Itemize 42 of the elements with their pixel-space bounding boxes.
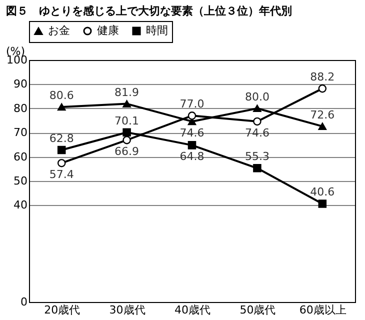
data-label: 62.8 xyxy=(49,132,74,146)
x-tick-label: 20歳代 xyxy=(44,304,80,316)
point xyxy=(188,112,196,120)
x-tick-label: 40歳代 xyxy=(174,304,210,316)
x-tick-label: 60歳以上 xyxy=(299,304,346,316)
point xyxy=(253,164,262,172)
y-tick-label: 90 xyxy=(14,78,28,91)
point xyxy=(122,136,131,144)
chart-title: 図５ ゆとりを感じる上で大切な要素（上位３位）年代別 xyxy=(6,4,292,18)
point xyxy=(122,128,131,136)
legend-label: 健康 xyxy=(97,24,119,37)
point xyxy=(188,141,196,150)
point xyxy=(57,103,66,111)
data-label: 72.6 xyxy=(310,108,335,122)
point xyxy=(318,200,327,208)
data-label: 80.0 xyxy=(244,90,270,104)
data-label: 40.6 xyxy=(310,186,335,199)
point xyxy=(318,84,327,93)
data-label: 66.9 xyxy=(114,145,140,158)
x-tick-label: 30歳代 xyxy=(109,304,146,316)
point xyxy=(57,146,66,154)
y-tick-label: 40 xyxy=(14,198,28,212)
data-label: 70.1 xyxy=(114,114,140,128)
y-tick-label: 70 xyxy=(14,126,28,140)
y-tick-label: 80 xyxy=(14,102,28,115)
y-tick-label: 50 xyxy=(14,174,28,188)
point xyxy=(253,104,262,112)
point xyxy=(253,117,262,126)
legend-label: 時間 xyxy=(146,24,168,37)
legend-label: お金 xyxy=(48,24,70,38)
y-tick-label: 0 xyxy=(20,296,28,308)
point xyxy=(57,158,66,168)
point xyxy=(122,100,131,108)
data-label: 81.9 xyxy=(114,86,140,99)
data-label: 57.4 xyxy=(49,168,74,182)
y-tick-label: 100 xyxy=(6,54,28,66)
data-label: 80.6 xyxy=(49,88,74,102)
x-tick-label: 50歳代 xyxy=(240,304,276,316)
data-label: 88.2 xyxy=(310,70,335,84)
point xyxy=(318,122,327,130)
y-tick-label: 60 xyxy=(14,150,28,164)
data-label: 77.0 xyxy=(180,98,204,111)
